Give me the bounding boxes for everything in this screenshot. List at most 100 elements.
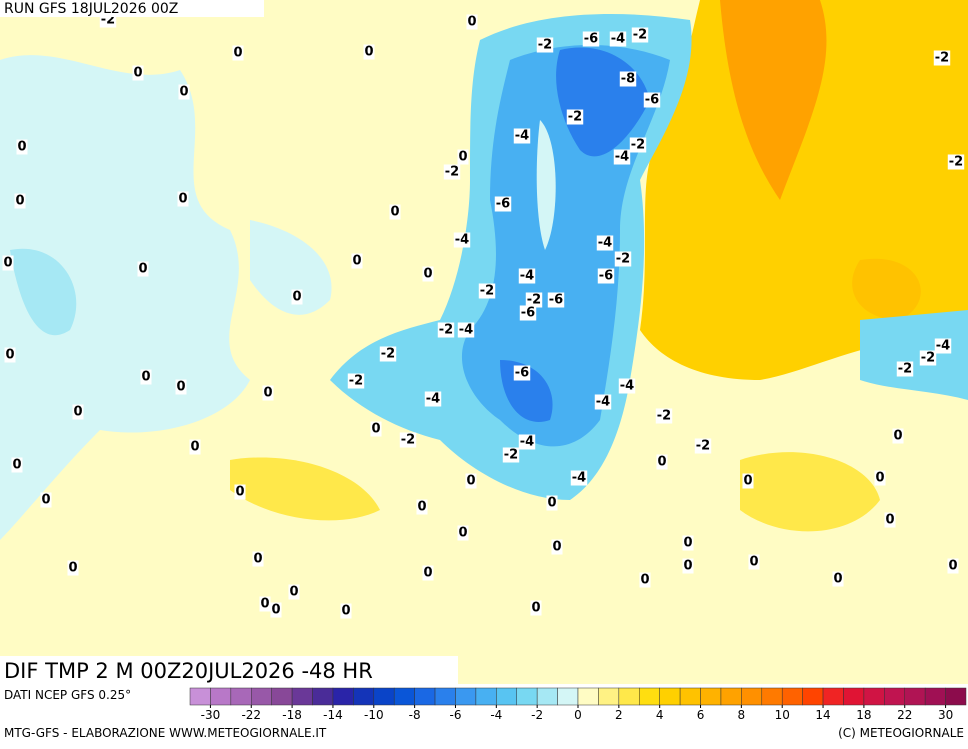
contour-label-box: [178, 84, 190, 100]
contour-label-box: [399, 432, 417, 448]
colorbar: -30 -22 -18 -14 -10 -8 -6 -4 -2 0 2 4 6 8 10 14 18 22 30: [189, 687, 967, 722]
contour-label-box: [570, 470, 588, 486]
contour-label: 0: [3, 256, 12, 271]
contour-label-box: [466, 14, 478, 30]
contour-label: -2: [445, 165, 459, 180]
contour-label-box: [884, 512, 896, 528]
colorbar-swatch: [802, 687, 824, 706]
contour-label: -4: [598, 236, 612, 251]
contour-label-box: [513, 365, 531, 381]
contour-label-box: [11, 457, 23, 473]
contour-label: -2: [401, 433, 415, 448]
contour-label: -2: [381, 347, 395, 362]
contour-label-box: [40, 492, 52, 508]
colorbar-tick-label: 18: [856, 708, 871, 722]
contour-label: 0: [141, 370, 150, 385]
contour-label-box: [4, 347, 16, 363]
contour-label-box: [177, 191, 189, 207]
colorbar-swatch: [434, 687, 456, 706]
source-text: DATI NCEP GFS 0.25°: [4, 688, 131, 702]
contour-label: 0: [41, 493, 50, 508]
colorbar-tick-label: -18: [282, 708, 302, 722]
contour-label: -2: [527, 293, 541, 308]
copyright-text: (C) METEOGIORNALE: [838, 726, 964, 740]
contour-label: -2: [949, 155, 963, 170]
contour-label: -2: [480, 284, 494, 299]
contour-label-box: [947, 558, 959, 574]
contour-label-box: [519, 305, 537, 321]
contour-label: 0: [341, 604, 350, 619]
contour-label-box: [16, 139, 28, 155]
colorbar-swatch: [822, 687, 844, 706]
contour-label-box: [291, 289, 303, 305]
contour-label: -2: [349, 374, 363, 389]
contour-label: 0: [263, 386, 272, 401]
contour-label-box: [363, 44, 375, 60]
contour-label: -6: [549, 293, 563, 308]
contour-label: 0: [467, 15, 476, 30]
colorbar-swatch: [741, 687, 763, 706]
contour-label: 0: [657, 455, 666, 470]
contour-label-box: [518, 434, 536, 450]
contour-label: -4: [572, 471, 586, 486]
colorbar-tick-label: -22: [241, 708, 261, 722]
contour-label-box: [547, 292, 565, 308]
colorbar-tick-label: 22: [897, 708, 912, 722]
contour-label: 0: [417, 500, 426, 515]
colorbar-swatch: [536, 687, 558, 706]
contour-label-box: [619, 71, 637, 87]
contour-label-box: [140, 369, 152, 385]
contour-label-box: [234, 484, 246, 500]
contour-label: -2: [504, 448, 518, 463]
colorbar-swatch: [598, 687, 620, 706]
contour-label-box: [259, 596, 271, 612]
contour-label: 0: [743, 474, 752, 489]
colorbar-swatch: [843, 687, 865, 706]
contour-label: -4: [615, 150, 629, 165]
contour-label-box: [262, 385, 274, 401]
colorbar-swatch: [761, 687, 783, 706]
contour-label-box: [494, 196, 512, 212]
contour-label: 0: [260, 597, 269, 612]
contour-label-box: [67, 560, 79, 576]
colorbar-tick-label: -4: [490, 708, 502, 722]
colorbar-swatch: [251, 687, 272, 706]
contour-label-box: [478, 283, 496, 299]
contour-label: -6: [496, 197, 510, 212]
contour-label: 0: [423, 566, 432, 581]
contour-label-box: [389, 204, 401, 220]
contour-label-box: [613, 149, 631, 165]
colorbar-tick-label: -8: [409, 708, 421, 722]
contour-label-box: [618, 378, 636, 394]
contour-label: 0: [547, 496, 556, 511]
contour-label-box: [530, 600, 542, 616]
contour-label-box: [536, 37, 554, 53]
contour-label-box: [424, 391, 442, 407]
contour-label-box: [631, 27, 649, 43]
colorbar-swatch: [884, 687, 905, 706]
contour-label-box: [465, 473, 477, 489]
contour-label: 0: [5, 348, 14, 363]
contour-label: 0: [289, 585, 298, 600]
contour-label-box: [232, 45, 244, 61]
contour-label-box: [682, 535, 694, 551]
colorbar-swatch: [639, 687, 660, 706]
field-box: [0, 656, 458, 684]
contour-label-box: [594, 394, 612, 410]
colorbar-swatch: [781, 687, 803, 706]
contour-label-box: [629, 137, 647, 153]
contour-label-box: [656, 454, 668, 470]
colorbar-swatch: [904, 687, 926, 706]
colorbar-swatch: [332, 687, 354, 706]
contour-label: -2: [616, 252, 630, 267]
contour-label: 0: [833, 572, 842, 587]
contour-label-box: [896, 361, 914, 377]
contour-label-box: [597, 268, 615, 284]
contour-label-box: [643, 92, 661, 108]
colorbar-tick-label: -2: [531, 708, 543, 722]
contour-label-box: [892, 428, 904, 444]
contour-label: 0: [292, 290, 301, 305]
contour-label: 0: [253, 552, 262, 567]
colorbar-tick-label: -6: [449, 708, 461, 722]
colorbar-swatch: [924, 687, 946, 706]
